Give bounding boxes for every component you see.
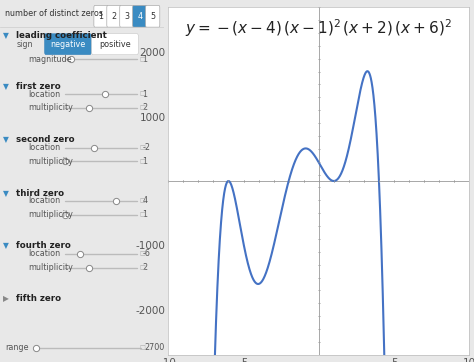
Text: -6: -6 [142,249,150,258]
FancyBboxPatch shape [107,5,121,27]
Text: ▼: ▼ [3,82,9,91]
Text: 4: 4 [142,197,147,205]
FancyBboxPatch shape [94,5,108,27]
FancyBboxPatch shape [133,5,147,27]
Text: ▶: ▶ [3,294,9,303]
Text: ▼: ▼ [3,31,9,40]
Text: □: □ [139,145,145,150]
FancyBboxPatch shape [45,34,91,55]
Text: number of distinct zeros: number of distinct zeros [5,9,103,18]
Text: fourth zero: fourth zero [16,241,71,251]
Text: 2: 2 [111,12,117,21]
Text: 3: 3 [124,12,129,21]
Text: multiplicity: multiplicity [28,263,73,272]
Text: 1: 1 [142,55,147,64]
Text: 5: 5 [150,12,155,21]
Text: location: location [28,197,60,205]
Text: -2: -2 [142,143,150,152]
FancyBboxPatch shape [146,5,160,27]
Text: □: □ [139,105,145,110]
Text: first zero: first zero [16,82,61,91]
Text: □: □ [139,159,145,164]
Text: positive: positive [99,40,131,49]
Text: negative: negative [50,40,85,49]
Text: location: location [28,143,60,152]
Text: leading coefficient: leading coefficient [16,31,107,40]
FancyBboxPatch shape [91,34,138,55]
Text: □: □ [139,198,145,203]
Text: range: range [5,343,28,352]
Text: location: location [28,249,60,258]
Text: 1: 1 [99,12,103,21]
Text: multiplicity: multiplicity [28,157,73,166]
Text: third zero: third zero [16,189,64,198]
Text: 2: 2 [142,104,147,112]
Text: multiplicity: multiplicity [28,104,73,112]
Text: ▼: ▼ [3,241,9,251]
Text: $y = -(x-4)\,(x-1)^2\,(x+2)\,(x+6)^2$: $y = -(x-4)\,(x-1)^2\,(x+2)\,(x+6)^2$ [185,18,452,39]
Text: 2: 2 [142,263,147,272]
Text: sign: sign [16,40,33,49]
Text: location: location [28,90,60,98]
Text: magnitude: magnitude [28,55,72,64]
Text: 1: 1 [142,90,147,98]
Text: 1: 1 [142,157,147,166]
Text: second zero: second zero [16,135,75,144]
Text: fifth zero: fifth zero [16,294,62,303]
Text: ▼: ▼ [3,135,9,144]
Text: multiplicity: multiplicity [28,210,73,219]
Text: □: □ [139,92,145,97]
Text: □: □ [139,265,145,270]
Text: 1: 1 [142,210,147,219]
FancyBboxPatch shape [120,5,134,27]
Text: □: □ [139,251,145,256]
Text: □: □ [139,212,145,217]
Text: 2700: 2700 [144,343,164,352]
Text: 4: 4 [137,12,142,21]
Text: ▼: ▼ [3,189,9,198]
Text: □: □ [139,345,145,350]
Text: □: □ [139,57,145,62]
